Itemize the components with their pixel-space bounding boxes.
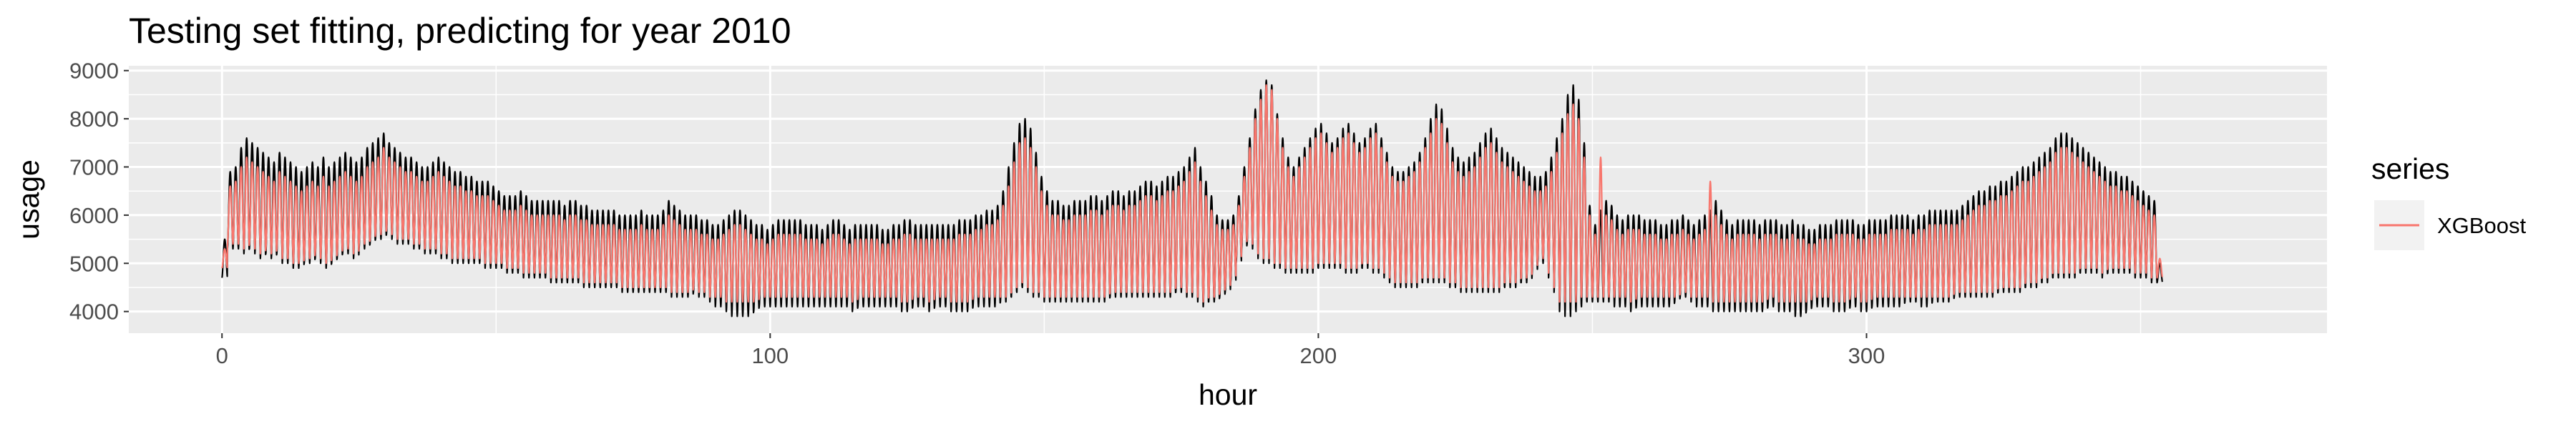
y-tick-label: 6000 [69, 203, 119, 228]
x-tick-label: 100 [751, 343, 789, 368]
legend-label-xgboost: XGBoost [2437, 213, 2526, 238]
legend: series XGBoost [2371, 152, 2526, 250]
x-axis-title: hour [1199, 378, 1257, 411]
y-tick-label: 9000 [69, 59, 119, 84]
x-tick-label: 200 [1300, 343, 1337, 368]
series-line-actual [221, 79, 2163, 317]
y-tick-label: 8000 [69, 107, 119, 132]
x-tick-label: 300 [1848, 343, 1885, 368]
chart-title: Testing set fitting, predicting for year… [129, 11, 791, 51]
series-layer [221, 79, 2163, 317]
y-tick-label: 5000 [69, 251, 119, 276]
x-tick-label: 0 [216, 343, 228, 368]
y-axis-title: usage [12, 159, 45, 240]
y-tick-label: 7000 [69, 155, 119, 180]
x-axis: 0 100 200 300 [216, 333, 1885, 368]
series-line-xgboost [221, 84, 2163, 303]
y-tick-label: 4000 [69, 300, 119, 325]
legend-title: series [2371, 152, 2449, 185]
y-axis: 4000 5000 6000 7000 8000 9000 [69, 59, 129, 325]
